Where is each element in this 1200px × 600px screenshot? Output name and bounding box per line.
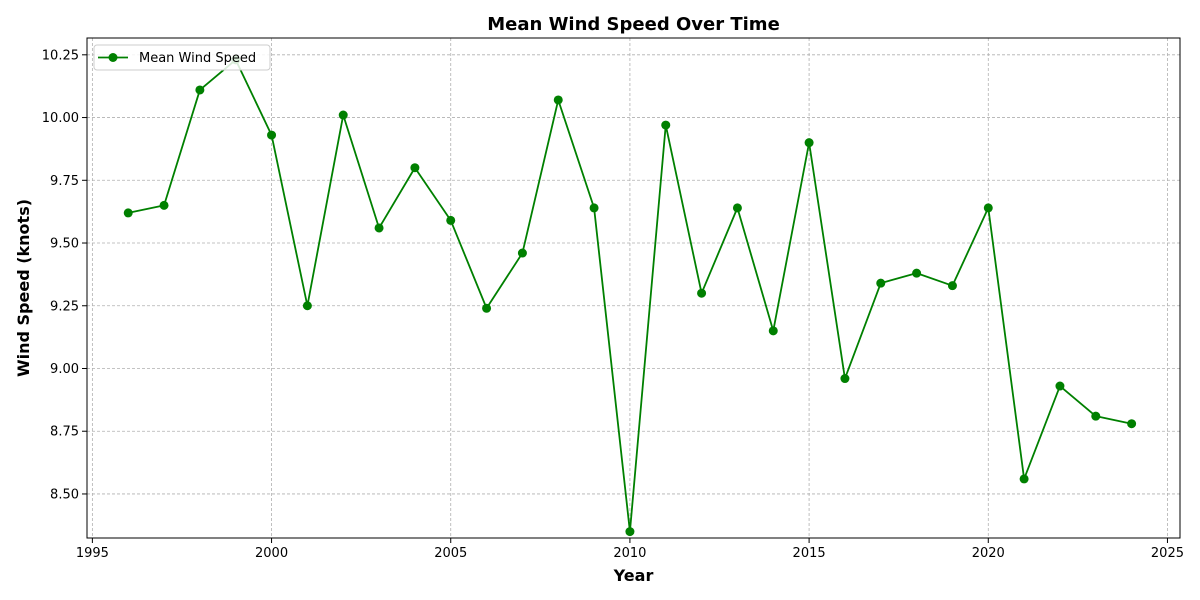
data-point [625, 527, 635, 537]
x-tick-label: 2005 [434, 546, 467, 561]
data-point [482, 303, 492, 313]
data-point [804, 138, 814, 148]
y-tick-label: 10.25 [42, 48, 79, 63]
data-point [1019, 474, 1029, 484]
y-tick-label: 10.00 [42, 111, 79, 126]
data-point [195, 85, 205, 95]
data-point [1055, 381, 1065, 391]
data-point [697, 288, 707, 298]
data-point [661, 120, 671, 130]
legend-box [93, 44, 271, 71]
data-point [1091, 411, 1101, 421]
data-point [338, 110, 348, 120]
data-point [446, 215, 456, 225]
x-tick-label: 2025 [1151, 546, 1184, 561]
data-point [517, 248, 527, 258]
legend-marker-swatch [108, 53, 118, 62]
x-tick-label: 2010 [613, 546, 646, 561]
series-layer [123, 55, 1137, 537]
y-tick-label: 8.50 [50, 487, 79, 502]
x-tick-label: 2020 [972, 546, 1005, 561]
y-tick-label: 9.00 [50, 362, 79, 377]
data-point [267, 130, 277, 140]
data-point [983, 203, 993, 213]
data-point [840, 374, 850, 384]
x-axis-label: Year [613, 566, 654, 585]
data-point [553, 95, 563, 105]
data-point [876, 278, 886, 288]
y-tick-label: 9.75 [50, 174, 79, 189]
data-point [159, 200, 169, 210]
data-point [374, 223, 384, 233]
legend-label: Mean Wind Speed [139, 51, 256, 66]
data-point [589, 203, 599, 213]
x-tick-label: 1995 [76, 546, 109, 561]
y-axis-ticks: 8.50 8.75 9.00 9.25 9.50 9.75 10.00 10.25 [42, 48, 87, 502]
x-tick-label: 2015 [793, 546, 826, 561]
data-point [1127, 419, 1137, 429]
x-tick-label: 2000 [255, 546, 288, 561]
y-tick-label: 8.75 [50, 425, 79, 440]
y-tick-label: 9.50 [50, 237, 79, 252]
y-axis-label: Wind Speed (knots) [14, 199, 33, 377]
data-point [123, 208, 133, 218]
data-point [947, 281, 957, 291]
y-tick-label: 9.25 [50, 299, 79, 314]
data-point [732, 203, 742, 213]
legend: Mean Wind Speed [93, 44, 271, 71]
chart-title: Mean Wind Speed Over Time [487, 14, 780, 35]
x-axis-ticks: 1995 2000 2005 2010 2015 2020 2025 [76, 538, 1184, 561]
data-point [302, 301, 312, 311]
data-point [410, 163, 420, 173]
plot-frame [86, 37, 1181, 539]
data-point [912, 268, 922, 278]
data-point [768, 326, 778, 336]
